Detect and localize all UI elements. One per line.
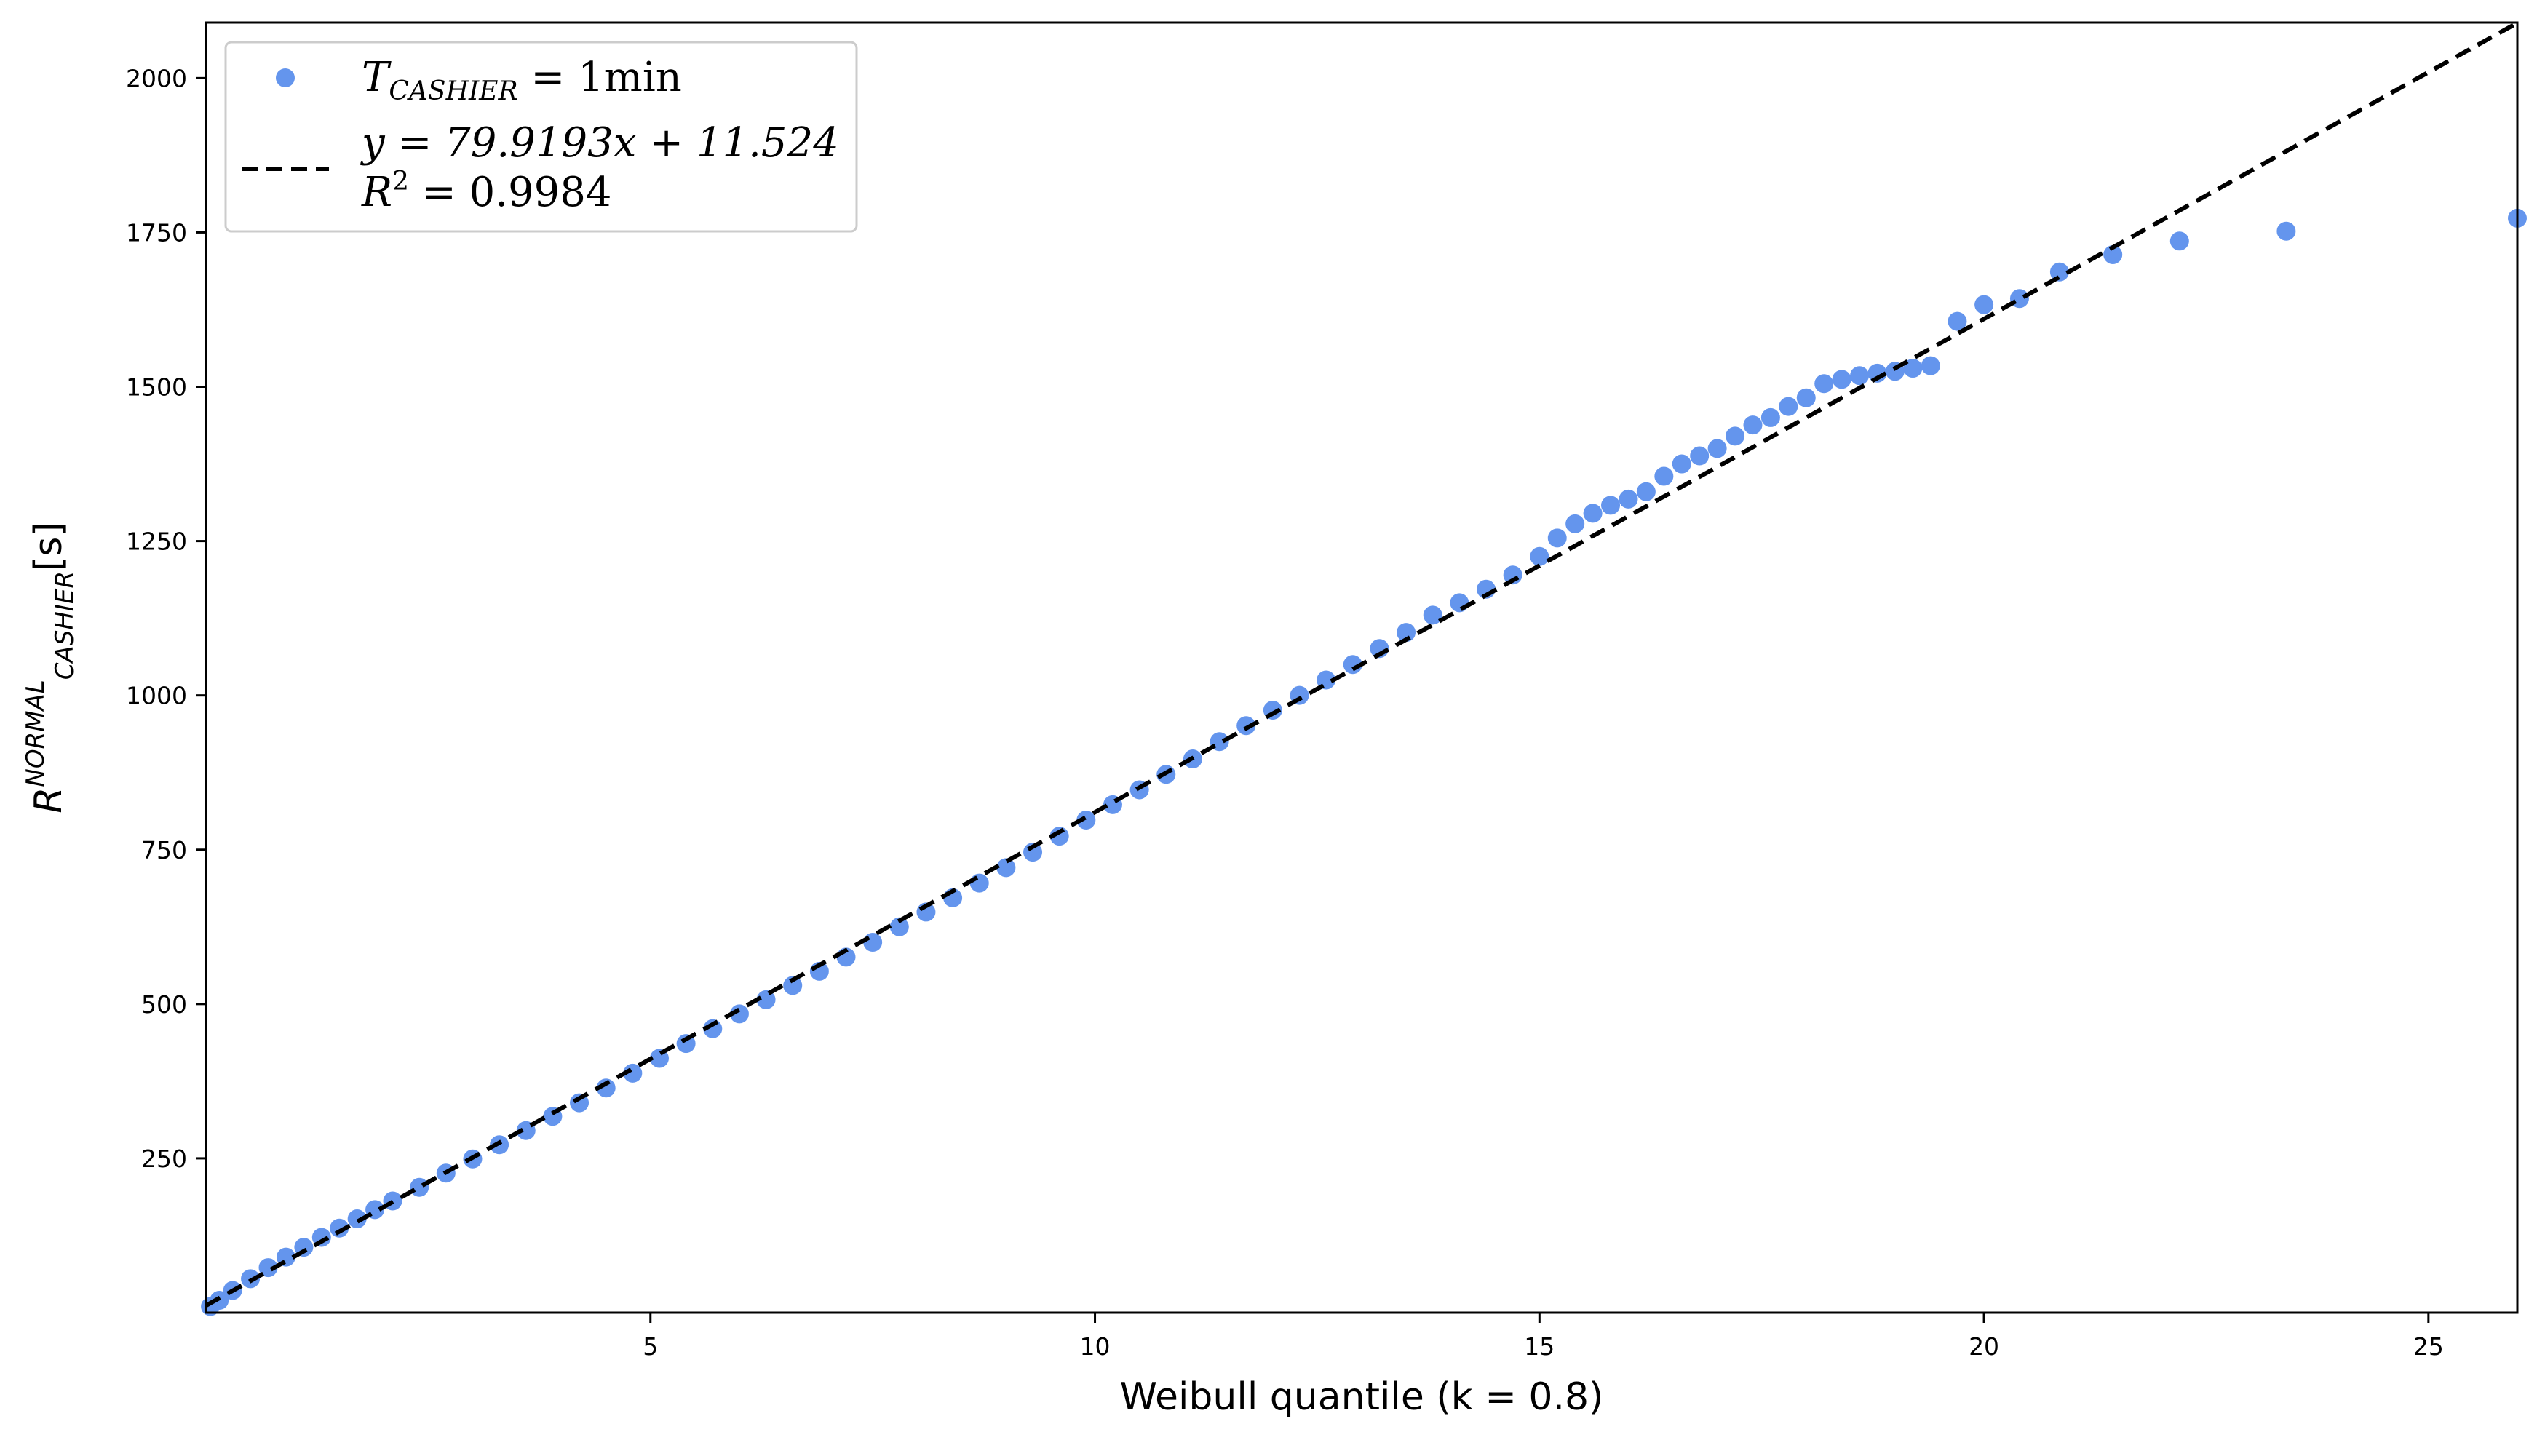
- scatter-point: [1726, 426, 1745, 446]
- legend-marker-points: [276, 68, 295, 87]
- scatter-point: [1530, 546, 1549, 566]
- scatter-point: [783, 976, 803, 995]
- scatter-point: [863, 933, 883, 952]
- x-tick-label: 25: [2413, 1332, 2444, 1361]
- x-tick-label: 20: [1969, 1332, 1999, 1361]
- scatter-point: [889, 917, 909, 936]
- scatter-point: [1423, 605, 1442, 625]
- legend-label-points-rest: = 1min: [518, 54, 682, 101]
- scatter-point: [1397, 623, 1416, 643]
- scatter-point: [1565, 514, 1585, 533]
- scatter-point: [756, 990, 776, 1009]
- scatter-point: [1903, 359, 1923, 378]
- scatter-point: [258, 1258, 278, 1278]
- scatter-point: [1236, 716, 1256, 736]
- y-axis-label-sup: NORMAL: [21, 680, 50, 787]
- scatter-point: [1796, 388, 1816, 407]
- x-axis-label: Weibull quantile (k = 0.8): [1120, 1375, 1604, 1419]
- plot-area-frame: [205, 21, 2519, 1314]
- scatter-point: [1850, 366, 1870, 386]
- scatter-point: [330, 1218, 349, 1238]
- scatter-point: [1450, 593, 1469, 613]
- y-axis-label-unit: [s]: [27, 522, 71, 571]
- scatter-point: [1343, 655, 1362, 675]
- scatter-point: [1974, 295, 1994, 314]
- scatter-point: [2049, 262, 2069, 282]
- scatter-point: [969, 873, 989, 893]
- y-axis-label-sub: CASHIER: [50, 571, 79, 680]
- scatter-point: [2103, 244, 2123, 264]
- scatter-point: [1547, 528, 1567, 548]
- legend-label-fit: y = 79.9193x + 11.524: [360, 119, 839, 167]
- legend-label-r2-rest: = 0.9984: [409, 169, 611, 216]
- y-tick-label: 1750: [126, 218, 187, 247]
- scatter-point: [1636, 482, 1656, 501]
- legend-label-r2: R2 = 0.9984: [361, 167, 612, 216]
- y-tick-label: 750: [141, 836, 187, 864]
- y-axis-label-main: R: [27, 787, 71, 813]
- scatter-point: [2276, 221, 2296, 241]
- scatter-point: [1707, 439, 1727, 458]
- fit-line: [205, 20, 2519, 1308]
- x-tick-label: 5: [643, 1332, 658, 1361]
- scatter-point: [1654, 466, 1674, 486]
- y-axis-ticks: 250 500 750 1000 1250 1500 1750 2000: [126, 64, 206, 1173]
- y-tick-label: 500: [141, 990, 187, 1019]
- scatter-point: [1076, 811, 1096, 830]
- scatter-point: [623, 1063, 643, 1083]
- legend: TCASHIER = 1min y = 79.9193x + 11.524 R2…: [224, 41, 858, 233]
- scatter-point: [347, 1209, 367, 1229]
- x-tick-label: 10: [1080, 1332, 1111, 1361]
- legend-label-r2-sup: 2: [392, 167, 409, 196]
- scatter-point: [1814, 374, 1834, 394]
- scatter-point: [1672, 454, 1691, 474]
- scatter-point: [1760, 407, 1780, 427]
- scatter-point: [410, 1177, 429, 1197]
- legend-label-points-main: T: [362, 54, 392, 101]
- legend-label-points: TCASHIER = 1min: [362, 54, 682, 106]
- scatter-point: [596, 1078, 616, 1098]
- y-axis-label: RNORMALCASHIER[s]: [21, 522, 79, 813]
- legend-label-r2-main: R: [361, 169, 392, 216]
- scatter-point: [1690, 446, 1710, 466]
- x-tick-label: 15: [1524, 1332, 1555, 1361]
- y-tick-label: 1500: [126, 373, 187, 402]
- scatter-point: [1832, 370, 1851, 389]
- scatter-point: [1583, 504, 1603, 523]
- y-tick-label: 1000: [126, 682, 187, 710]
- scatter-point: [1948, 311, 1967, 331]
- scatter-point: [1779, 397, 1798, 416]
- scatter-point: [996, 858, 1016, 878]
- scatter-point: [1743, 415, 1763, 435]
- scatter-point: [2169, 231, 2189, 251]
- scatter-point: [1619, 489, 1638, 509]
- scatter-point: [1601, 496, 1621, 515]
- scatter-point: [1921, 356, 1940, 375]
- scatter-point: [729, 1004, 749, 1024]
- y-tick-label: 2000: [126, 64, 187, 92]
- x-axis-ticks: 5 10 15 20 25: [643, 1313, 2444, 1361]
- scatter-points: [201, 208, 2527, 1316]
- legend-box: [224, 41, 858, 233]
- y-tick-label: 1250: [126, 528, 187, 556]
- fit-line-layer: [205, 20, 2519, 1308]
- y-tick-label: 250: [141, 1145, 187, 1173]
- legend-label-points-sub: CASHIER: [389, 76, 517, 106]
